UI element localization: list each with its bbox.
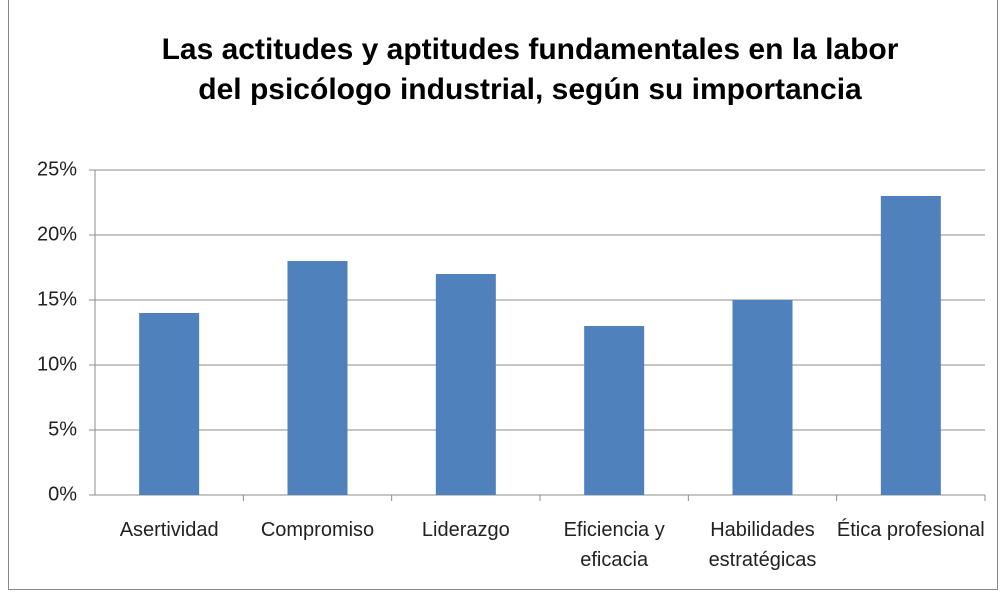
chart-frame — [8, 0, 998, 590]
bar — [139, 313, 200, 495]
x-tick-label: Ética profesional — [836, 519, 985, 541]
bar — [880, 196, 941, 495]
x-tick-label: Liderazgo — [421, 519, 510, 541]
bar — [732, 300, 793, 495]
y-tick-label: 20% — [37, 223, 77, 245]
y-tick-label: 15% — [37, 288, 77, 310]
x-tick-label: Habilidades estratégicas — [708, 519, 817, 571]
x-tick-label: Eficiencia y eficacia — [563, 519, 665, 571]
x-tick-label: Asertividad — [119, 519, 219, 541]
y-tick-label: 5% — [48, 418, 77, 440]
bar — [287, 261, 348, 495]
bar — [584, 326, 645, 495]
y-tick-label: 10% — [37, 353, 77, 375]
x-tick-label: Compromiso — [260, 519, 375, 541]
y-tick-label: 25% — [37, 158, 77, 180]
chart-title: Las actitudes y aptitudes fundamentales … — [161, 33, 899, 106]
y-tick-label: 0% — [48, 483, 77, 505]
bar — [435, 274, 496, 495]
